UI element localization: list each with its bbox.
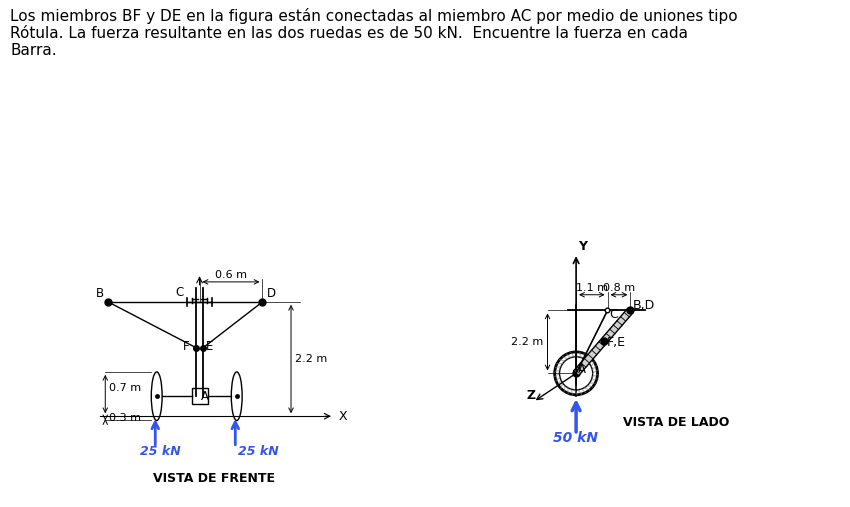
Circle shape [559, 357, 592, 390]
Text: 25 kN: 25 kN [238, 445, 279, 458]
Text: B: B [96, 287, 104, 301]
Text: 0.3 m: 0.3 m [109, 413, 141, 423]
Text: 25 kN: 25 kN [139, 445, 180, 458]
Text: A: A [201, 390, 209, 404]
Polygon shape [574, 308, 633, 376]
Text: 0.7 m: 0.7 m [109, 383, 141, 393]
Text: A: A [578, 364, 586, 376]
Text: F,E: F,E [607, 336, 626, 349]
Text: E: E [206, 340, 213, 353]
Text: D: D [267, 287, 276, 301]
Text: VISTA DE FRENTE: VISTA DE FRENTE [153, 472, 275, 485]
Text: 50 kN: 50 kN [553, 431, 598, 445]
Text: 2.2 m: 2.2 m [511, 337, 543, 347]
Text: 2.2 m: 2.2 m [295, 354, 327, 364]
Text: 0.8 m: 0.8 m [603, 283, 635, 294]
Text: Z: Z [526, 389, 536, 402]
Text: X: X [338, 410, 347, 423]
Text: 0.6 m: 0.6 m [215, 270, 247, 279]
Text: B,D: B,D [633, 299, 655, 312]
Text: C: C [609, 308, 618, 320]
Text: C: C [175, 286, 184, 299]
Text: 1.1 m: 1.1 m [575, 283, 608, 294]
Bar [191, 388, 207, 404]
Circle shape [605, 308, 609, 313]
Text: VISTA DE LADO: VISTA DE LADO [623, 416, 729, 429]
Text: Los miembros BF y DE en la figura están conectadas al miembro AC por medio de un: Los miembros BF y DE en la figura están … [10, 8, 738, 58]
Text: Y: Y [578, 240, 587, 254]
Text: F: F [183, 340, 190, 353]
